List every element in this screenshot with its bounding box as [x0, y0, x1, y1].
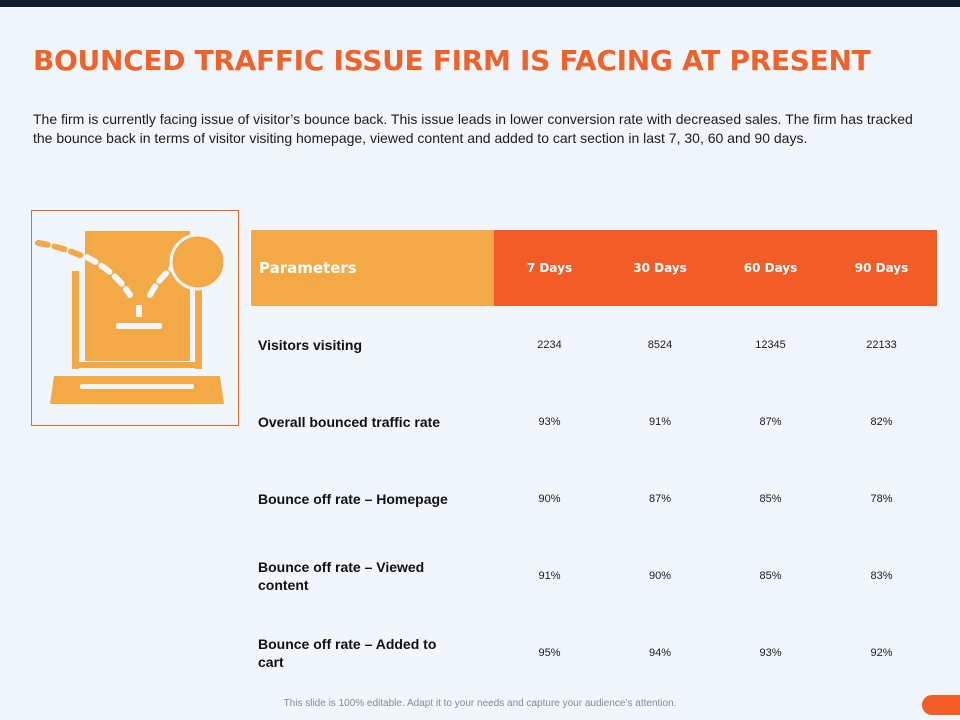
- row-label: Bounce off rate – Viewed content: [258, 558, 425, 593]
- table-row: Bounce off rate – Viewed content 91% 90%…: [251, 537, 937, 614]
- header-30-days: 30 Days: [605, 230, 715, 306]
- cell-value: 2234: [537, 338, 562, 351]
- cell-value: 82%: [870, 415, 893, 428]
- header-90-days: 90 Days: [826, 230, 937, 306]
- cell-value: 92%: [870, 646, 893, 659]
- bounce-table: Parameters 7 Days 30 Days 60 Days 90 Day…: [251, 230, 937, 691]
- cell-value: 78%: [870, 492, 893, 505]
- cell-value: 94%: [648, 646, 672, 659]
- header-60-days: 60 Days: [715, 230, 826, 306]
- page-title: BOUNCED TRAFFIC ISSUE FIRM IS FACING AT …: [33, 44, 871, 77]
- row-label: Bounce off rate – Homepage: [258, 490, 448, 507]
- table-row: Bounce off rate – Added to cart 95% 94% …: [251, 614, 937, 691]
- cell-value: 91%: [538, 569, 561, 582]
- header-7-days: 7 Days: [494, 230, 605, 306]
- cell-value: 85%: [759, 492, 782, 505]
- cell-value: 8524: [647, 338, 673, 351]
- row-label: Overall bounced traffic rate: [258, 413, 441, 430]
- cell-value: 93%: [538, 415, 561, 428]
- cell-value: 91%: [648, 415, 672, 428]
- cell-value: 90%: [538, 492, 561, 505]
- cell-value: 93%: [759, 646, 782, 659]
- cell-value: 83%: [870, 569, 893, 582]
- laptop-bounce-icon: [35, 231, 227, 404]
- cell-value: 12345: [755, 338, 786, 351]
- table-row: Bounce off rate – Homepage 90% 87% 85% 7…: [251, 460, 937, 537]
- description-text: The firm is currently facing issue of vi…: [33, 111, 913, 146]
- row-label: Bounce off rate – Added to cart: [258, 635, 437, 670]
- cell-value: 87%: [648, 492, 672, 505]
- cell-value: 85%: [759, 569, 782, 582]
- cell-value: 95%: [538, 646, 561, 659]
- row-label: Visitors visiting: [258, 336, 362, 353]
- cell-value: 87%: [759, 415, 782, 428]
- table-header-row: Parameters 7 Days 30 Days 60 Days 90 Day…: [251, 230, 937, 306]
- cell-value: 90%: [648, 569, 672, 582]
- table-row: Visitors visiting 2234 8524 12345 22133: [251, 306, 937, 383]
- footer-note: This slide is 100% editable. Adapt it to…: [283, 698, 677, 709]
- header-parameters: Parameters: [251, 230, 494, 306]
- top-bar: [0, 0, 960, 7]
- table-row: Overall bounced traffic rate 93% 91% 87%…: [251, 383, 937, 460]
- slide-number-pill: [922, 695, 960, 715]
- illustration-frame: [31, 210, 239, 426]
- cell-value: 22133: [866, 338, 897, 351]
